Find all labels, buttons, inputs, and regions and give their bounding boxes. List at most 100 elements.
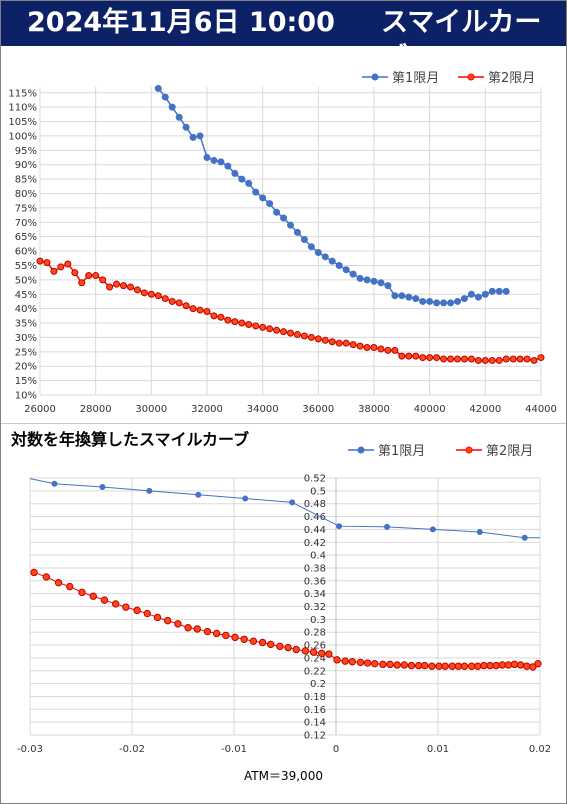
chart1-point — [293, 331, 301, 339]
chart1-point — [335, 261, 343, 269]
chart2-x-tick-label: 0.02 — [529, 744, 551, 755]
chart1-point — [252, 188, 260, 196]
chart1-x-tick-label: 38000 — [358, 404, 390, 415]
chart2-y-tick-label: 0.5 — [310, 486, 326, 497]
chart1-point — [335, 339, 343, 347]
chart2-point — [249, 637, 258, 645]
chart2-point — [486, 661, 494, 670]
chart2-x-tick-label: -0.03 — [17, 744, 43, 755]
chart1-y-tick-label: 105% — [8, 117, 37, 128]
chart2-point — [510, 660, 519, 669]
chart1-point — [377, 279, 385, 287]
chart1-point — [245, 179, 253, 187]
chart2-point — [476, 528, 483, 535]
chart2-point — [521, 534, 528, 541]
chart2-point — [379, 660, 387, 669]
chart2-point — [504, 661, 513, 669]
chart1-x-tick-label: 44000 — [525, 404, 557, 415]
chart2-point — [89, 592, 97, 600]
chart1-point — [440, 299, 448, 307]
chart1-point — [314, 249, 322, 257]
chart1-point — [113, 280, 121, 288]
chart2-x-tick-label: 0.01 — [427, 744, 449, 755]
chart1-point — [495, 287, 503, 295]
chart1-y-tick-label: 60% — [15, 247, 37, 258]
chart1-point — [280, 214, 288, 222]
chart1-point — [182, 123, 190, 131]
chart2-point — [421, 661, 429, 670]
chart2-point — [184, 624, 192, 632]
chart2-point — [318, 649, 326, 658]
header-date: 2024年11月6日 10:00 — [27, 7, 335, 38]
chart2-point — [341, 657, 349, 665]
chart1-point — [126, 283, 134, 291]
chart2-point — [414, 661, 423, 670]
chart2-y-tick-label: 0.48 — [304, 499, 326, 510]
chart2-title: 対数を年換算したスマイルカーブ — [11, 430, 250, 449]
header-subject: スマイルカーブ — [381, 7, 542, 74]
chart1-point — [273, 326, 281, 334]
chart1-y-tick-label: 50% — [15, 275, 37, 286]
chart1-point — [99, 276, 107, 284]
chart1-point — [481, 356, 489, 364]
chart1-point — [454, 297, 461, 305]
chart2-y-tick-label: 0.34 — [304, 589, 326, 600]
chart1-point — [85, 272, 93, 280]
chart1-y-tick-label: 65% — [15, 232, 37, 243]
chart1-x-tick-label: 36000 — [302, 404, 334, 415]
chart2-y-tick-label: 0.4 — [310, 551, 326, 562]
chart2-point — [42, 573, 51, 581]
chart2-point — [54, 579, 63, 587]
chart1-point — [370, 277, 378, 285]
chart1-point — [245, 320, 253, 328]
chart1-point — [238, 319, 246, 327]
chart1-legend-marker — [371, 73, 379, 81]
chart1-point — [419, 297, 427, 305]
chart1-point — [467, 290, 475, 298]
chart2-point — [146, 487, 153, 494]
chart1-point — [238, 175, 246, 183]
chart1-point — [426, 354, 434, 362]
chart2-x-tick-label: -0.01 — [221, 744, 247, 755]
chart1-point — [474, 356, 482, 364]
chart1-point — [147, 290, 155, 298]
chart1-point — [426, 297, 434, 305]
chart1-point — [50, 267, 58, 275]
chart1-point — [454, 355, 461, 363]
chart1-point — [342, 266, 350, 274]
chart2-y-tick-label: 0.52 — [304, 474, 326, 485]
chart1-point — [363, 276, 371, 284]
atm-label: ATM＝39,000 — [244, 769, 323, 783]
chart1-point — [412, 295, 420, 303]
chart1-point — [405, 352, 413, 360]
chart1-y-tick-label: 25% — [15, 347, 37, 358]
chart1-y-tick-label: 10% — [15, 391, 37, 402]
chart1-point — [273, 208, 281, 216]
chart1-point — [321, 336, 329, 344]
chart2-point — [534, 659, 542, 668]
chart1-point — [363, 344, 371, 352]
chart2-point — [333, 656, 341, 664]
chart1-point — [307, 243, 315, 251]
chart1-y-tick-label: 15% — [15, 376, 37, 387]
chart2-x-tick-label: 0 — [333, 744, 339, 755]
chart1-point — [460, 355, 468, 363]
chart1-point — [300, 236, 308, 244]
chart2-point — [492, 661, 500, 670]
chart2-point — [100, 596, 109, 604]
chart1-point — [231, 318, 239, 326]
chart1-point — [43, 259, 51, 267]
chart2-point — [267, 640, 275, 649]
chart1-point — [154, 84, 162, 92]
chart2-point — [363, 659, 372, 667]
chart1-point — [189, 305, 197, 313]
chart2-point — [212, 629, 221, 638]
chart1-y-tick-label: 75% — [15, 203, 37, 214]
chart1-point — [259, 194, 267, 202]
chart1-point — [467, 355, 475, 363]
chart2-point — [284, 643, 292, 652]
chart1-y-tick-label: 85% — [15, 175, 37, 186]
chart1-point — [356, 274, 364, 282]
chart2-point — [222, 631, 230, 640]
